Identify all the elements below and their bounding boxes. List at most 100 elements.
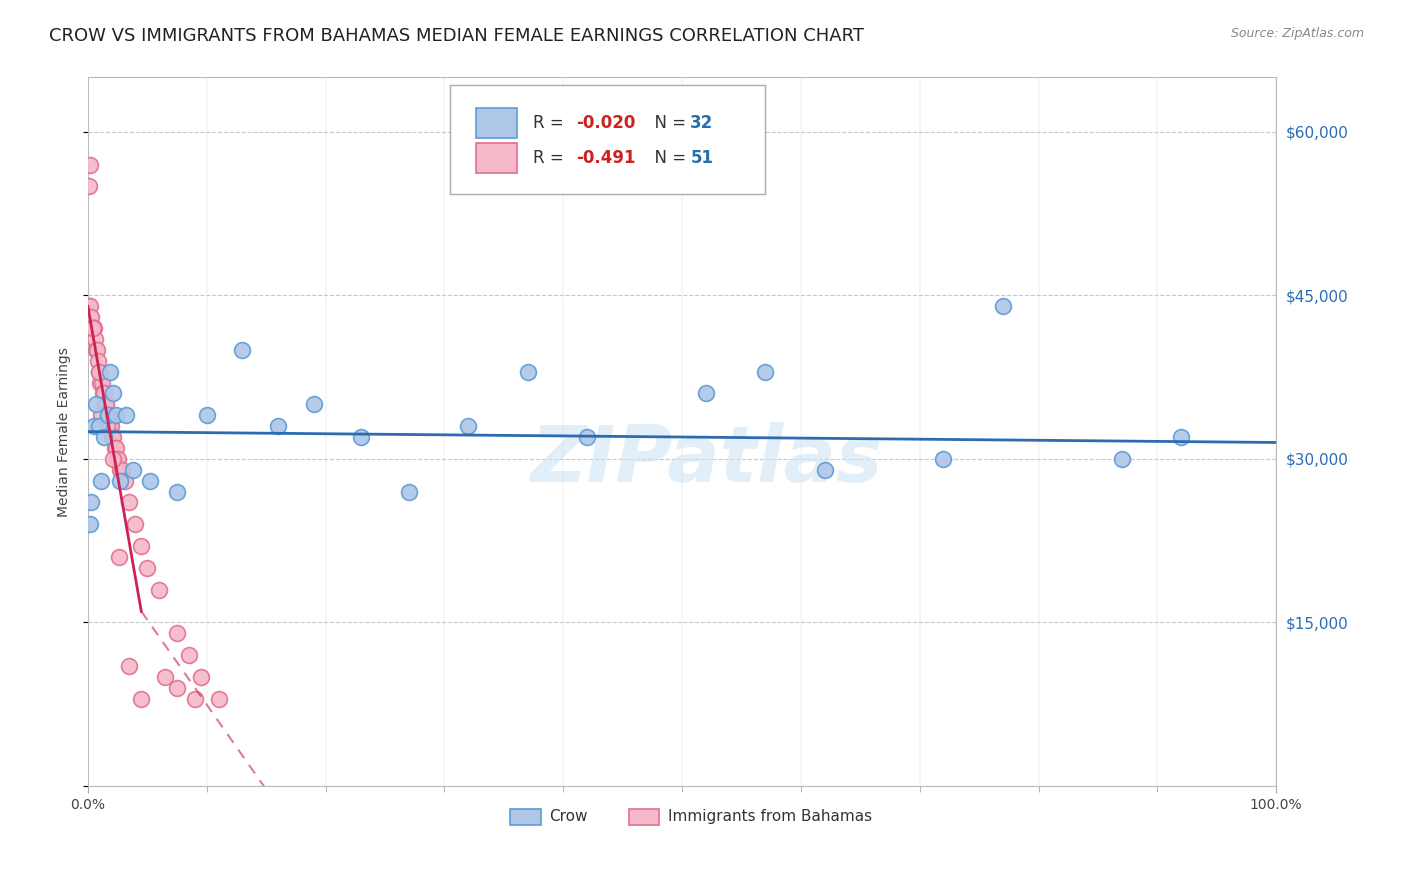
Point	[86, 343, 108, 357]
Point	[207, 691, 229, 706]
Point	[93, 430, 115, 444]
FancyBboxPatch shape	[510, 809, 541, 825]
Point	[77, 299, 100, 313]
Point	[96, 409, 118, 423]
Point	[115, 409, 138, 423]
Point	[96, 397, 118, 411]
Point	[166, 681, 188, 695]
Text: Source: ZipAtlas.com: Source: ZipAtlas.com	[1230, 27, 1364, 40]
Point	[82, 321, 104, 335]
Point	[80, 310, 103, 325]
Point	[105, 451, 128, 466]
Text: -0.491: -0.491	[576, 149, 636, 167]
Point	[814, 463, 837, 477]
Point	[79, 517, 101, 532]
Point	[100, 419, 122, 434]
Point	[101, 386, 124, 401]
Point	[98, 419, 121, 434]
Point	[105, 409, 128, 423]
Point	[231, 343, 253, 357]
Point	[267, 419, 290, 434]
FancyBboxPatch shape	[477, 108, 517, 137]
Point	[90, 376, 112, 390]
Point	[148, 582, 170, 597]
Point	[118, 495, 141, 509]
Point	[184, 691, 207, 706]
Point	[1170, 430, 1192, 444]
Point	[138, 474, 160, 488]
Point	[87, 365, 110, 379]
Text: N =: N =	[644, 149, 692, 167]
Text: ZIPatlas: ZIPatlas	[530, 422, 882, 498]
Point	[302, 397, 325, 411]
Point	[122, 463, 145, 477]
Text: Immigrants from Bahamas: Immigrants from Bahamas	[668, 809, 872, 824]
Point	[107, 549, 129, 564]
Y-axis label: Median Female Earnings: Median Female Earnings	[58, 347, 72, 516]
Point	[124, 517, 146, 532]
Point	[100, 365, 122, 379]
Point	[754, 365, 776, 379]
Point	[457, 419, 479, 434]
Point	[114, 474, 136, 488]
Point	[516, 365, 538, 379]
Point	[195, 409, 218, 423]
FancyBboxPatch shape	[450, 85, 765, 194]
Point	[97, 409, 120, 423]
Point	[695, 386, 717, 401]
Point	[96, 419, 118, 434]
Point	[166, 484, 188, 499]
Point	[991, 299, 1014, 313]
Point	[932, 451, 955, 466]
FancyBboxPatch shape	[628, 809, 659, 825]
Point	[101, 430, 124, 444]
Text: -0.020: -0.020	[576, 114, 636, 132]
Point	[79, 299, 101, 313]
Point	[350, 430, 373, 444]
Point	[153, 670, 176, 684]
Point	[107, 451, 129, 466]
Point	[79, 310, 101, 325]
Point	[82, 321, 104, 335]
Point	[136, 561, 159, 575]
Point	[97, 409, 120, 423]
Point	[103, 430, 125, 444]
Point	[131, 691, 153, 706]
Point	[118, 658, 141, 673]
Text: CROW VS IMMIGRANTS FROM BAHAMAS MEDIAN FEMALE EARNINGS CORRELATION CHART: CROW VS IMMIGRANTS FROM BAHAMAS MEDIAN F…	[49, 27, 865, 45]
Point	[80, 495, 103, 509]
Text: Crow: Crow	[548, 809, 588, 824]
Point	[94, 397, 117, 411]
Point	[177, 648, 200, 662]
Point	[84, 343, 107, 357]
Point	[166, 626, 188, 640]
Point	[83, 419, 105, 434]
Point	[84, 397, 107, 411]
Point	[111, 463, 134, 477]
Point	[104, 441, 127, 455]
Point	[131, 539, 153, 553]
Point	[79, 158, 101, 172]
Point	[90, 474, 112, 488]
Point	[87, 353, 110, 368]
Point	[83, 321, 105, 335]
Point	[93, 386, 115, 401]
Point	[108, 474, 131, 488]
Point	[84, 332, 107, 346]
Point	[77, 179, 100, 194]
Point	[90, 409, 112, 423]
Point	[190, 670, 212, 684]
FancyBboxPatch shape	[477, 144, 517, 173]
Text: R =: R =	[533, 149, 569, 167]
Point	[1111, 451, 1133, 466]
Point	[101, 451, 124, 466]
Point	[82, 321, 104, 335]
Text: N =: N =	[644, 114, 692, 132]
Point	[91, 386, 114, 401]
Text: R =: R =	[533, 114, 569, 132]
Point	[89, 365, 111, 379]
Point	[398, 484, 420, 499]
Point	[108, 463, 131, 477]
Point	[89, 376, 111, 390]
Point	[103, 441, 125, 455]
